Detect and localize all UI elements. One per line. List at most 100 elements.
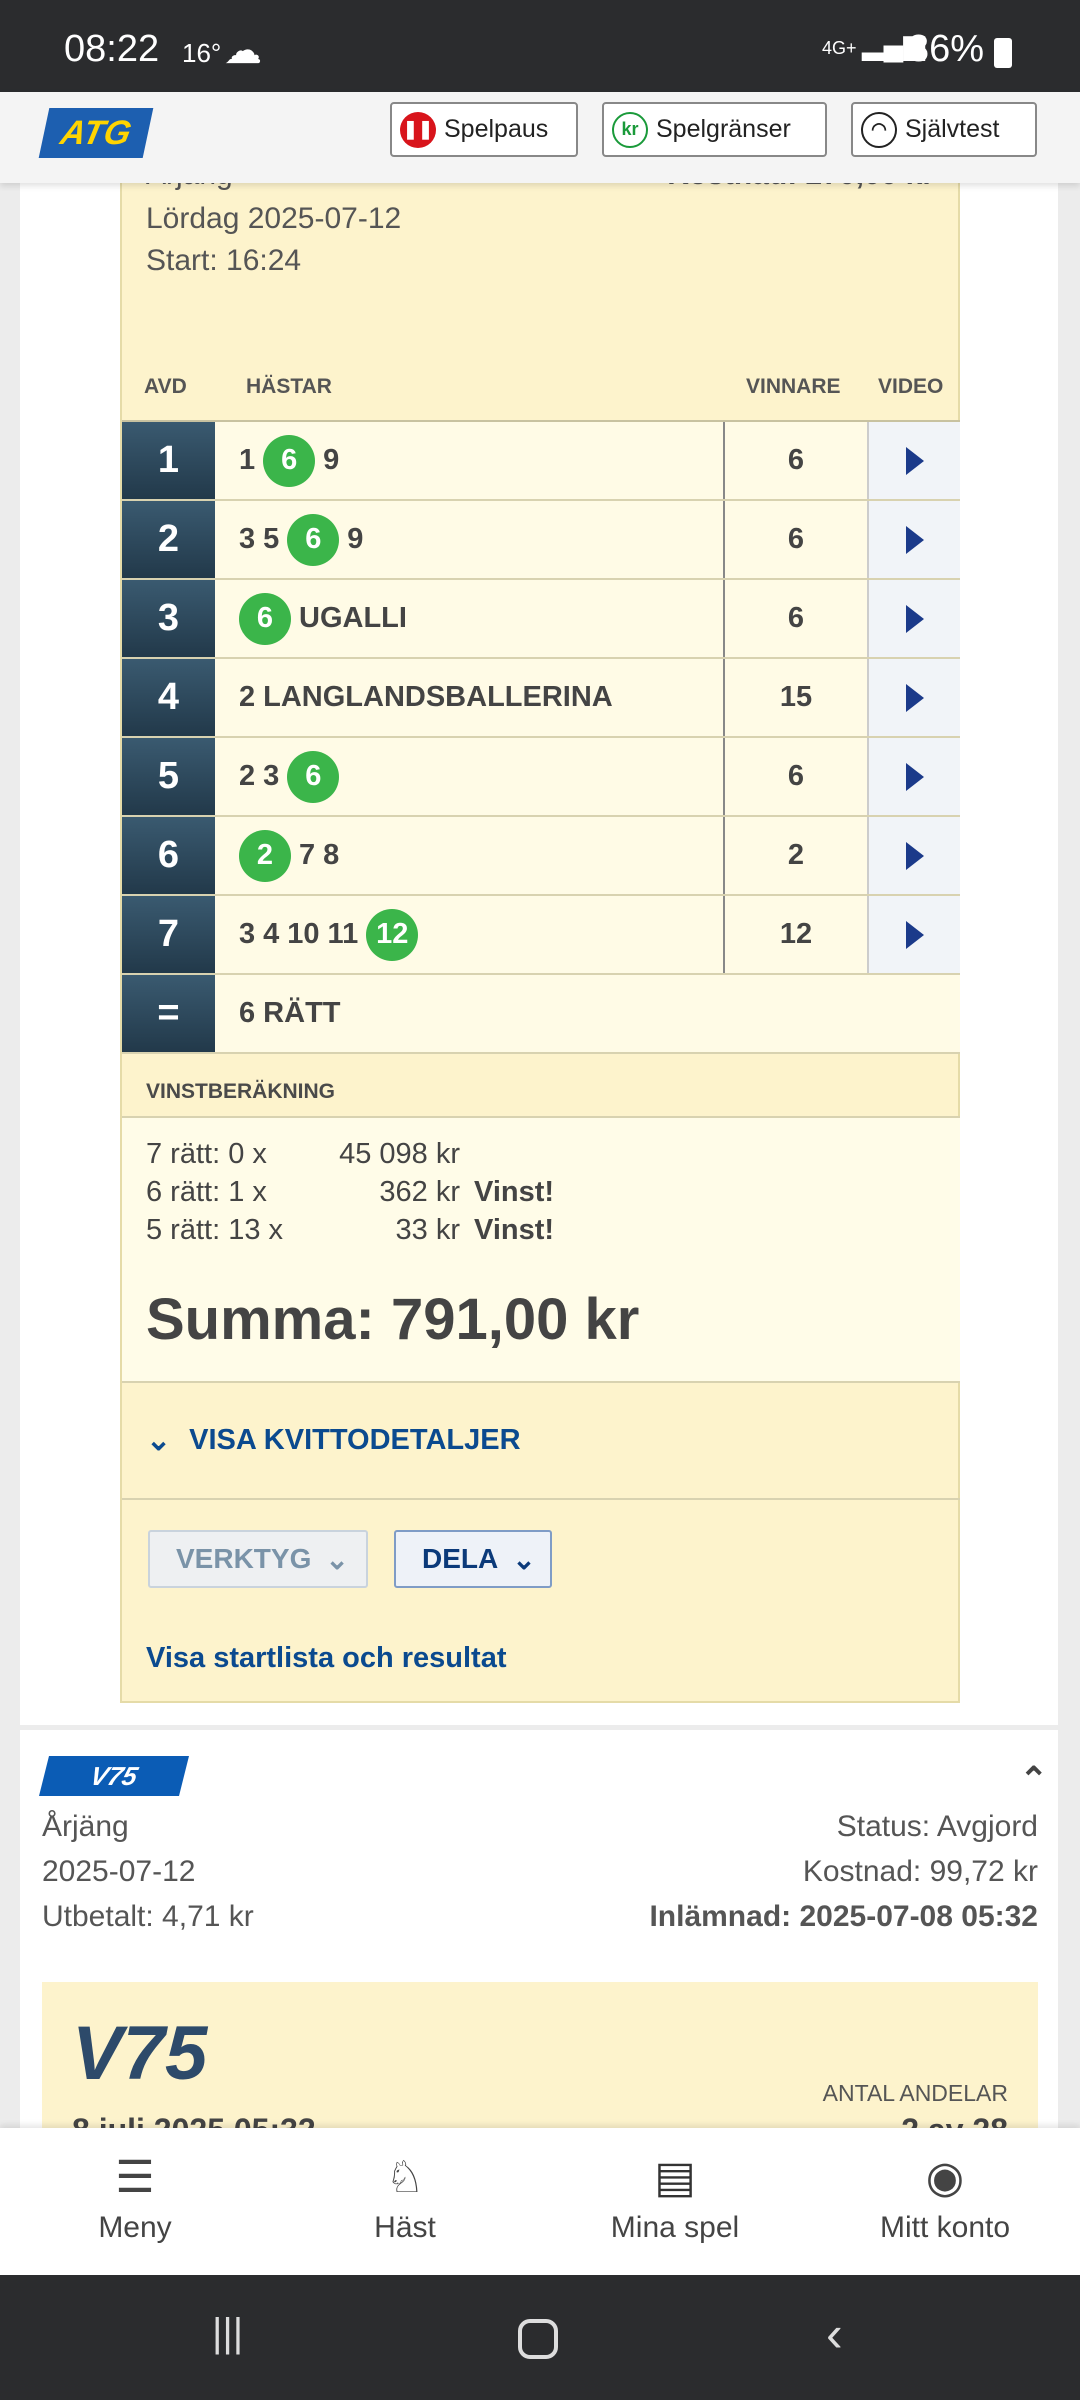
atg-logo[interactable]: ATG	[38, 108, 154, 158]
button-label: VERKTYG	[176, 1543, 312, 1574]
nav-label: Meny	[98, 2211, 172, 2244]
horse: LANGLANDSBALLERINA	[263, 681, 613, 713]
nav-menu[interactable]: ☰ Meny	[0, 2128, 270, 2275]
bottom-nav: ☰ Meny ♘ Häst ▤ Mina spel ◉ Mitt konto	[0, 2128, 1080, 2275]
horse: 11	[327, 918, 359, 950]
chevron-up-icon[interactable]: ⌃	[1019, 1761, 1049, 1799]
horses-cell: 2 LANGLANDSBALLERINA	[215, 659, 725, 736]
play-icon	[905, 525, 924, 554]
horses-cell: 3 4 10 11 12	[215, 896, 725, 973]
horse: UGALLI	[299, 602, 407, 634]
paid-out: Utbetalt: 4,71 kr	[42, 1900, 254, 1933]
video-button[interactable]	[869, 738, 960, 815]
winning-horse: 6	[239, 592, 291, 645]
winnings-heading: VINSTBERÄKNING	[122, 1054, 960, 1118]
winning-horse: 2	[239, 829, 291, 882]
account-icon: ◉	[925, 2153, 965, 2202]
system-nav-bar: ||| ‹	[0, 2275, 1080, 2400]
race-number: 4	[122, 659, 215, 736]
race-date: Lördag 2025-07-12	[146, 202, 402, 235]
play-icon	[905, 604, 924, 633]
bet-card[interactable]: V75 ⌃ Årjäng 2025-07-12 Utbetalt: 4,71 k…	[20, 1730, 1058, 2182]
details-label: VISA KVITTODETALJER	[189, 1424, 521, 1456]
win-line-amount: 33 kr	[395, 1214, 460, 1246]
winner-cell: 6	[725, 501, 869, 578]
show-receipt-details[interactable]: ⌄ VISA KVITTODETALJER	[122, 1383, 960, 1500]
video-button[interactable]	[869, 817, 960, 894]
temperature: 16°	[182, 38, 222, 68]
win-line-note: Vinst!	[474, 1214, 555, 1246]
video-button[interactable]	[869, 501, 960, 578]
video-button[interactable]	[869, 422, 960, 499]
play-icon	[905, 841, 924, 870]
limits-clock-icon: kr	[612, 111, 648, 148]
chevron-down-icon: ⌄	[146, 1424, 172, 1457]
receipt-panel: Årjäng Kostnad: 270,00 kr Lördag 2025-07…	[120, 150, 960, 1703]
button-label: Självtest	[905, 115, 1000, 143]
horse: 10	[287, 918, 320, 950]
battery-icon	[994, 38, 1012, 68]
race-number: 5	[122, 738, 215, 815]
clock: 08:22	[64, 28, 160, 70]
spelgranser-button[interactable]: kr Spelgränser	[602, 102, 827, 157]
sjalvtest-button[interactable]: ◠ Självtest	[851, 102, 1037, 157]
shares-label: ANTAL ANDELAR	[822, 2080, 1008, 2106]
share-dropdown[interactable]: DELA ⌄	[394, 1530, 552, 1588]
startlist-results-link[interactable]: Visa startlista och resultat	[146, 1642, 507, 1674]
race-number: 1	[122, 422, 215, 499]
tools-dropdown[interactable]: VERKTYG ⌄	[148, 1530, 368, 1588]
horse: 3	[239, 918, 256, 950]
table-row: 3 6 UGALLI 6	[122, 580, 960, 659]
winner-cell: 6	[725, 738, 869, 815]
total-symbol: =	[122, 975, 215, 1052]
status: Status: Avgjord	[836, 1810, 1038, 1843]
nav-label: Mitt konto	[879, 2211, 1011, 2244]
total-row: = 6 RÄTT	[122, 975, 960, 1054]
col-horses: HÄSTAR	[246, 375, 332, 398]
start-time: Start: 16:24	[146, 244, 302, 277]
nav-account[interactable]: ◉ Mitt konto	[810, 2128, 1080, 2275]
win-line-label: 7 rätt: 0 x	[146, 1138, 267, 1170]
home-icon[interactable]	[518, 2319, 558, 2359]
back-icon[interactable]: ‹	[826, 2306, 843, 2362]
badge-text: V75	[87, 1760, 141, 1791]
video-button[interactable]	[869, 659, 960, 736]
nav-my-bets[interactable]: ▤ Mina spel	[540, 2128, 810, 2275]
winnings-box: 7 rätt: 0 x 45 098 kr 6 rätt: 1 x 362 kr Vin…	[122, 1118, 960, 1383]
win-line-amount: 45 098 kr	[339, 1138, 460, 1170]
table-row: 7 3 4 10 11 12 12	[122, 896, 960, 975]
recents-icon[interactable]: |||	[212, 2311, 244, 2355]
v75-logo: V75	[72, 2011, 208, 2096]
winnings-sum: Summa: 791,00 kr	[146, 1287, 640, 1352]
spelpaus-button[interactable]: ❚❚ Spelpaus	[390, 102, 578, 157]
cost: Kostnad: 99,72 kr	[802, 1855, 1038, 1888]
race-number: 3	[122, 580, 215, 657]
horse: 3	[239, 523, 256, 555]
win-line-amount: 362 kr	[379, 1176, 460, 1208]
horse: 8	[323, 839, 340, 871]
video-button[interactable]	[869, 896, 960, 973]
col-video: VIDEO	[878, 375, 944, 398]
winner-cell: 15	[725, 659, 869, 736]
nav-horse[interactable]: ♘ Häst	[270, 2128, 540, 2275]
win-line-label: 5 rätt: 13 x	[146, 1214, 284, 1246]
winner-cell: 12	[725, 896, 869, 973]
video-button[interactable]	[869, 580, 960, 657]
chevron-down-icon: ⌄	[512, 1543, 536, 1575]
winner-cell: 6	[725, 422, 869, 499]
play-icon	[905, 683, 924, 712]
col-winner: VINNARE	[746, 375, 841, 398]
winning-horse: 12	[366, 908, 419, 961]
play-icon	[905, 762, 924, 791]
horse: 7	[299, 839, 316, 871]
total-correct: 6 RÄTT	[239, 997, 341, 1029]
chevron-down-icon: ⌄	[325, 1543, 349, 1575]
race-number: 6	[122, 817, 215, 894]
